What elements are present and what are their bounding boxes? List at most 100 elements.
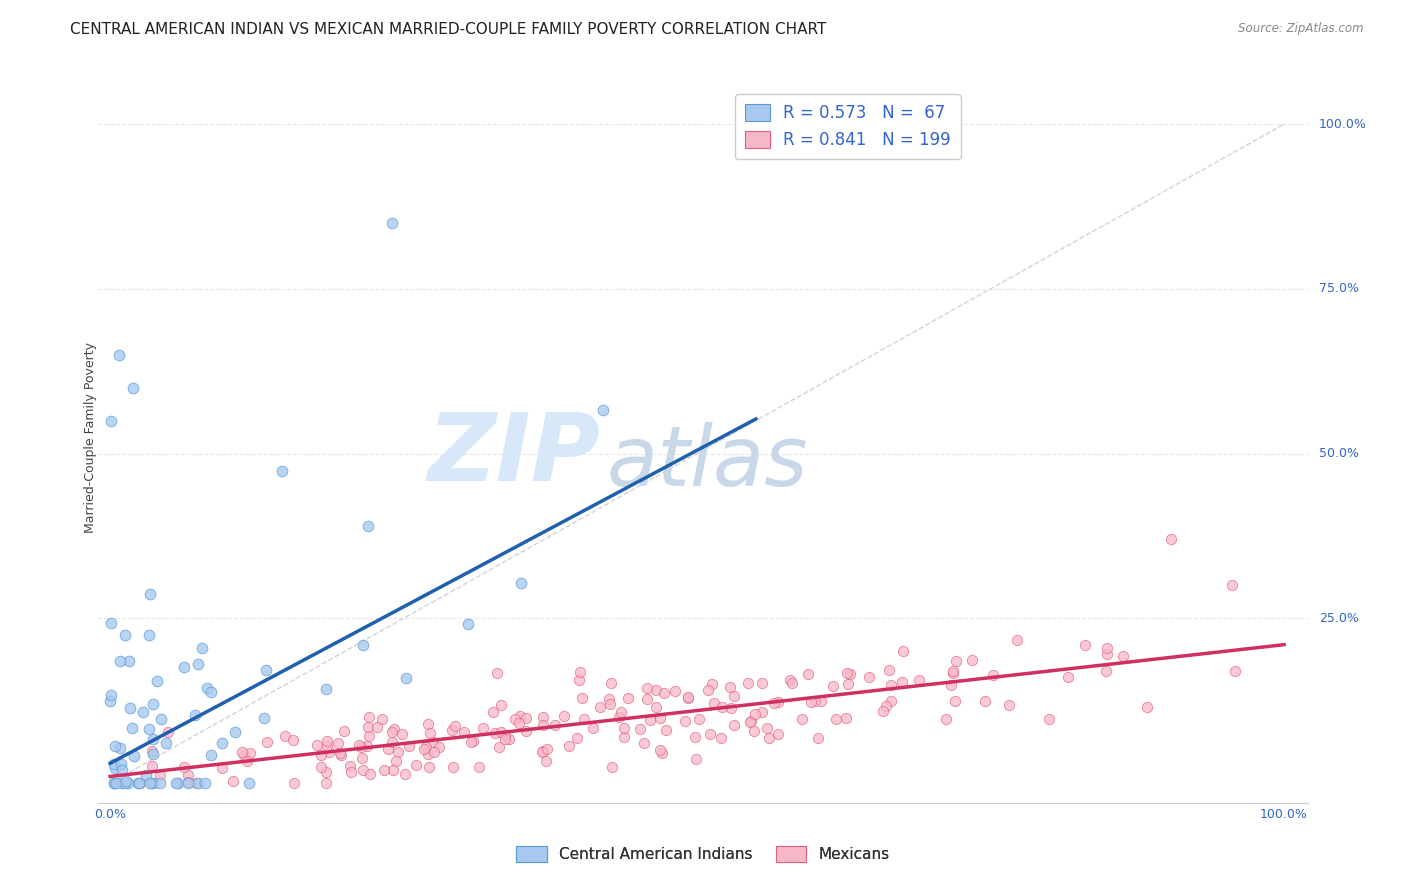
Point: [645, 700, 668, 714]
Point: [117, 776, 139, 790]
Point: [385, 754, 408, 768]
Point: [543, 718, 565, 732]
Point: [616, 690, 638, 705]
Point: [1095, 641, 1118, 656]
Point: [638, 713, 661, 727]
Point: [645, 682, 668, 697]
Point: [613, 722, 636, 736]
Point: [891, 644, 914, 658]
Point: [132, 705, 155, 719]
Point: [600, 675, 623, 690]
Point: [128, 776, 150, 790]
Point: [352, 751, 374, 765]
Point: [398, 739, 420, 754]
Point: [471, 721, 494, 735]
Point: [807, 731, 830, 745]
Point: [142, 776, 165, 790]
Point: [270, 464, 292, 478]
Point: [718, 680, 741, 694]
Point: [415, 740, 437, 755]
Point: [177, 767, 200, 781]
Point: [810, 694, 832, 708]
Point: [998, 698, 1021, 713]
Point: [357, 710, 380, 724]
Point: [609, 705, 631, 719]
Point: [222, 774, 245, 789]
Point: [482, 706, 505, 720]
Point: [510, 575, 533, 590]
Point: [108, 740, 131, 755]
Point: [200, 748, 222, 763]
Point: [191, 641, 214, 656]
Point: [453, 724, 475, 739]
Point: [636, 681, 658, 696]
Point: [688, 713, 710, 727]
Point: [945, 654, 967, 668]
Point: [484, 726, 506, 740]
Point: [141, 744, 163, 758]
Point: [974, 694, 997, 708]
Point: [110, 757, 132, 772]
Point: [413, 741, 436, 756]
Point: [498, 731, 520, 746]
Point: [491, 724, 513, 739]
Point: [567, 731, 589, 745]
Point: [108, 654, 131, 668]
Point: [381, 216, 404, 230]
Point: [515, 724, 537, 739]
Point: [683, 730, 706, 744]
Point: [755, 721, 778, 735]
Text: atlas: atlas: [606, 422, 808, 503]
Point: [103, 757, 125, 772]
Point: [283, 776, 305, 790]
Point: [315, 776, 337, 790]
Point: [582, 722, 605, 736]
Point: [114, 627, 136, 641]
Point: [1073, 638, 1095, 652]
Point: [142, 732, 165, 747]
Point: [486, 665, 509, 680]
Point: [655, 723, 678, 737]
Point: [942, 664, 965, 678]
Point: [1057, 670, 1080, 684]
Point: [356, 720, 378, 734]
Point: [491, 698, 513, 712]
Point: [340, 765, 363, 780]
Point: [422, 745, 444, 759]
Point: [194, 776, 217, 790]
Point: [309, 748, 332, 763]
Point: [359, 729, 381, 743]
Point: [156, 724, 179, 739]
Point: [751, 705, 773, 719]
Point: [907, 673, 929, 687]
Point: [176, 776, 198, 790]
Point: [394, 767, 416, 781]
Point: [720, 701, 742, 715]
Point: [391, 727, 413, 741]
Point: [441, 723, 464, 738]
Point: [200, 684, 222, 698]
Point: [872, 704, 894, 718]
Point: [628, 723, 651, 737]
Point: [138, 723, 160, 737]
Text: 100.0%: 100.0%: [1319, 118, 1367, 130]
Point: [211, 736, 233, 750]
Point: [239, 746, 262, 760]
Point: [387, 745, 409, 759]
Point: [356, 739, 378, 754]
Point: [837, 665, 859, 680]
Point: [104, 776, 127, 790]
Point: [224, 725, 246, 739]
Point: [494, 728, 516, 742]
Point: [233, 747, 256, 762]
Point: [281, 733, 304, 747]
Point: [589, 700, 612, 714]
Point: [779, 673, 801, 687]
Point: [141, 759, 163, 773]
Point: [494, 731, 516, 746]
Point: [104, 761, 127, 775]
Point: [274, 729, 297, 743]
Point: [366, 720, 388, 734]
Y-axis label: Married-Couple Family Poverty: Married-Couple Family Poverty: [83, 342, 97, 533]
Point: [723, 717, 745, 731]
